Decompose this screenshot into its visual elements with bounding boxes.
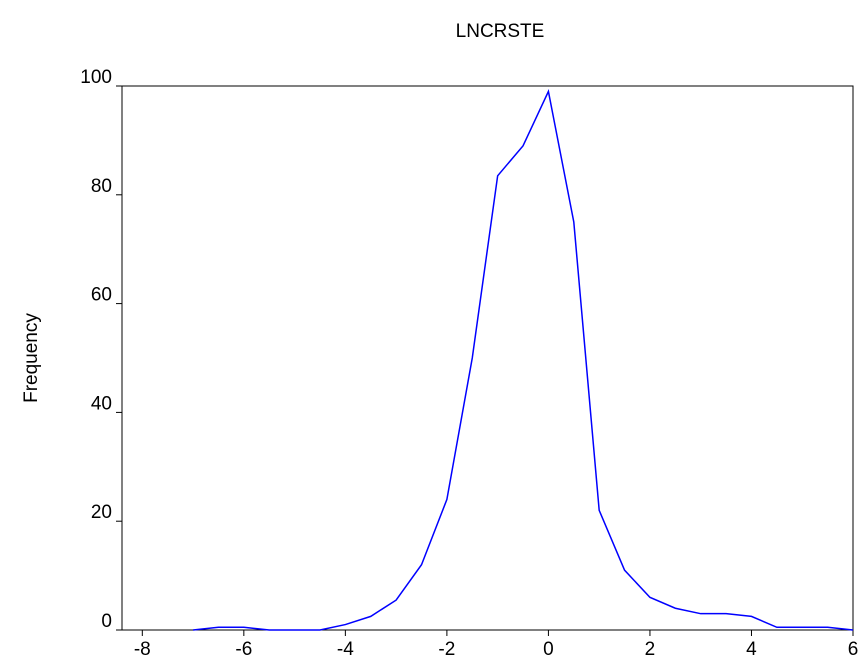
plot-frame [121,85,854,631]
y-tick-label: 100 [80,67,112,88]
x-tick-label: -2 [438,639,455,660]
x-tick-label: 0 [543,639,554,660]
y-tick-label: 20 [91,502,112,523]
x-tick-label: -8 [134,639,151,660]
y-tick-label: 40 [91,393,112,414]
y-tick-label: 80 [91,176,112,197]
y-tick-label: 60 [91,285,112,306]
x-tick-label: -4 [337,639,354,660]
x-tick-label: -6 [235,639,252,660]
y-tick-label: 0 [101,611,112,632]
x-tick-label: 6 [848,639,859,660]
x-tick-label: 4 [746,639,757,660]
data-line [192,89,854,631]
chart-title: LNCRSTE [456,21,545,42]
x-tick-label: 2 [645,639,656,660]
y-axis-label: Frequency [21,313,42,403]
